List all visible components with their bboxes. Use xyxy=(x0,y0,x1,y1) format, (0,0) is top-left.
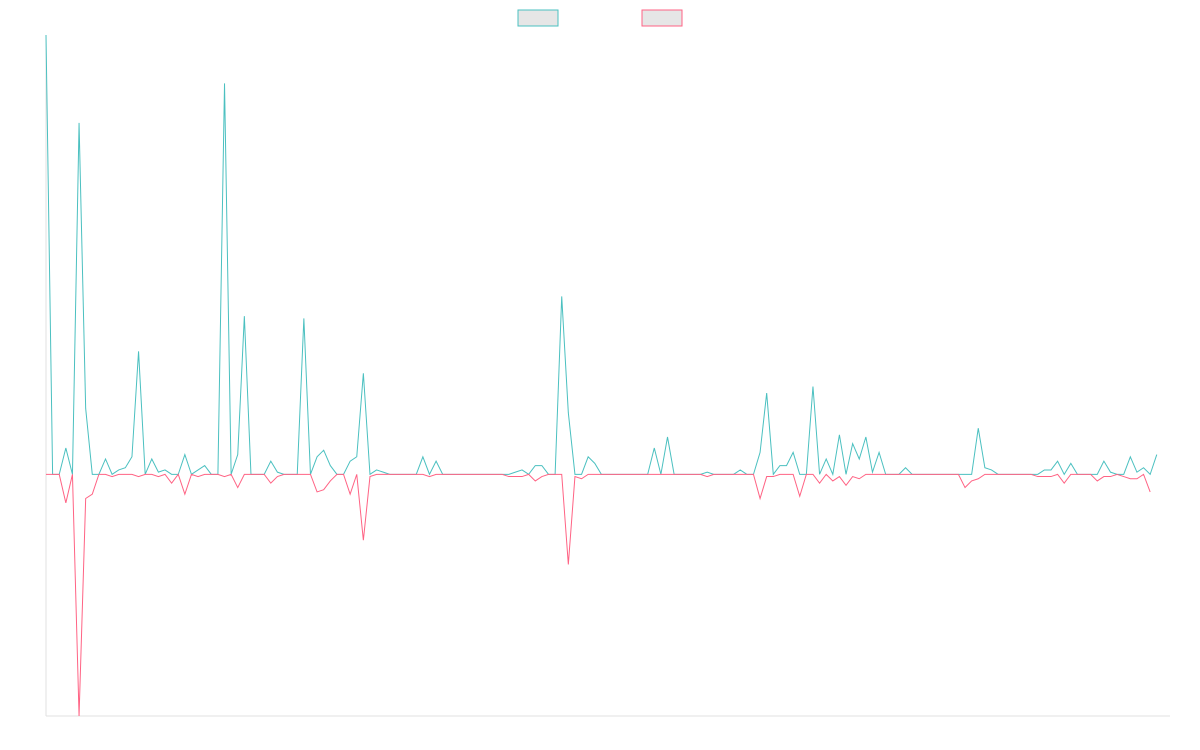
legend-swatch-series-1[interactable] xyxy=(517,9,559,27)
plot-area xyxy=(45,34,1158,717)
chart-legend xyxy=(517,9,683,27)
legend-swatch-series-2[interactable] xyxy=(641,9,683,27)
series-line-2 xyxy=(46,473,1151,717)
series-line-1 xyxy=(45,34,1158,477)
